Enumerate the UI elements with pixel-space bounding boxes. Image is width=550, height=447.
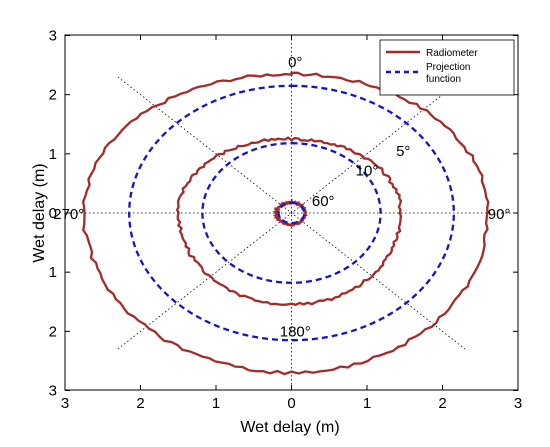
y-tick-label: 3 <box>49 383 57 400</box>
x-tick-label: 2 <box>438 395 446 412</box>
elevation-annotation: 0° <box>288 54 302 71</box>
projection-ring-5deg <box>128 84 455 342</box>
radiometer-ring-5deg <box>82 71 490 376</box>
annotation-layer: 0° 5° 10° 60° 90° 180° 270° <box>53 54 510 340</box>
guide-lines <box>65 35 518 390</box>
y-axis-label: Wet delay (m) <box>31 163 48 262</box>
projection-ring-10deg <box>201 142 382 284</box>
y-tick-label: 3 <box>49 28 57 45</box>
y-tick-label: 0 <box>49 205 57 222</box>
x-tick-label: 3 <box>514 395 522 412</box>
legend-projection-label-line2: function <box>426 74 461 85</box>
y-tick-label: 2 <box>49 323 57 340</box>
x-axis-label: Wet delay (m) <box>240 419 339 436</box>
radiometer-ring-60deg <box>272 198 308 228</box>
radiometer-ring-10deg <box>175 136 403 306</box>
elevation-annotation: 10° <box>356 162 379 179</box>
y-tick-label: 1 <box>49 146 57 163</box>
elevation-annotation: 180° <box>280 323 311 340</box>
elevation-annotation: 90° <box>488 206 511 223</box>
legend-projection-label-line1: Projection <box>426 62 470 73</box>
x-tick-label: 1 <box>212 395 220 412</box>
x-tick-label: 0 <box>287 395 295 412</box>
elevation-annotation: 60° <box>312 193 335 210</box>
y-tick-label: 1 <box>49 264 57 281</box>
series-layer <box>82 71 490 376</box>
guide-diagonal-sw-ne <box>117 76 466 350</box>
projection-ring-60deg <box>277 201 306 225</box>
x-tick-label: 3 <box>61 395 69 412</box>
legend: Radiometer Projection function <box>379 39 515 96</box>
legend-box <box>379 39 515 96</box>
x-tick-label: 1 <box>363 395 371 412</box>
x-tick-label: 2 <box>136 395 144 412</box>
elevation-annotation: 5° <box>396 143 410 160</box>
y-tick-label: 2 <box>49 87 57 104</box>
elevation-annotation: 270° <box>53 206 84 223</box>
legend-radiometer-label: Radiometer <box>426 48 478 59</box>
